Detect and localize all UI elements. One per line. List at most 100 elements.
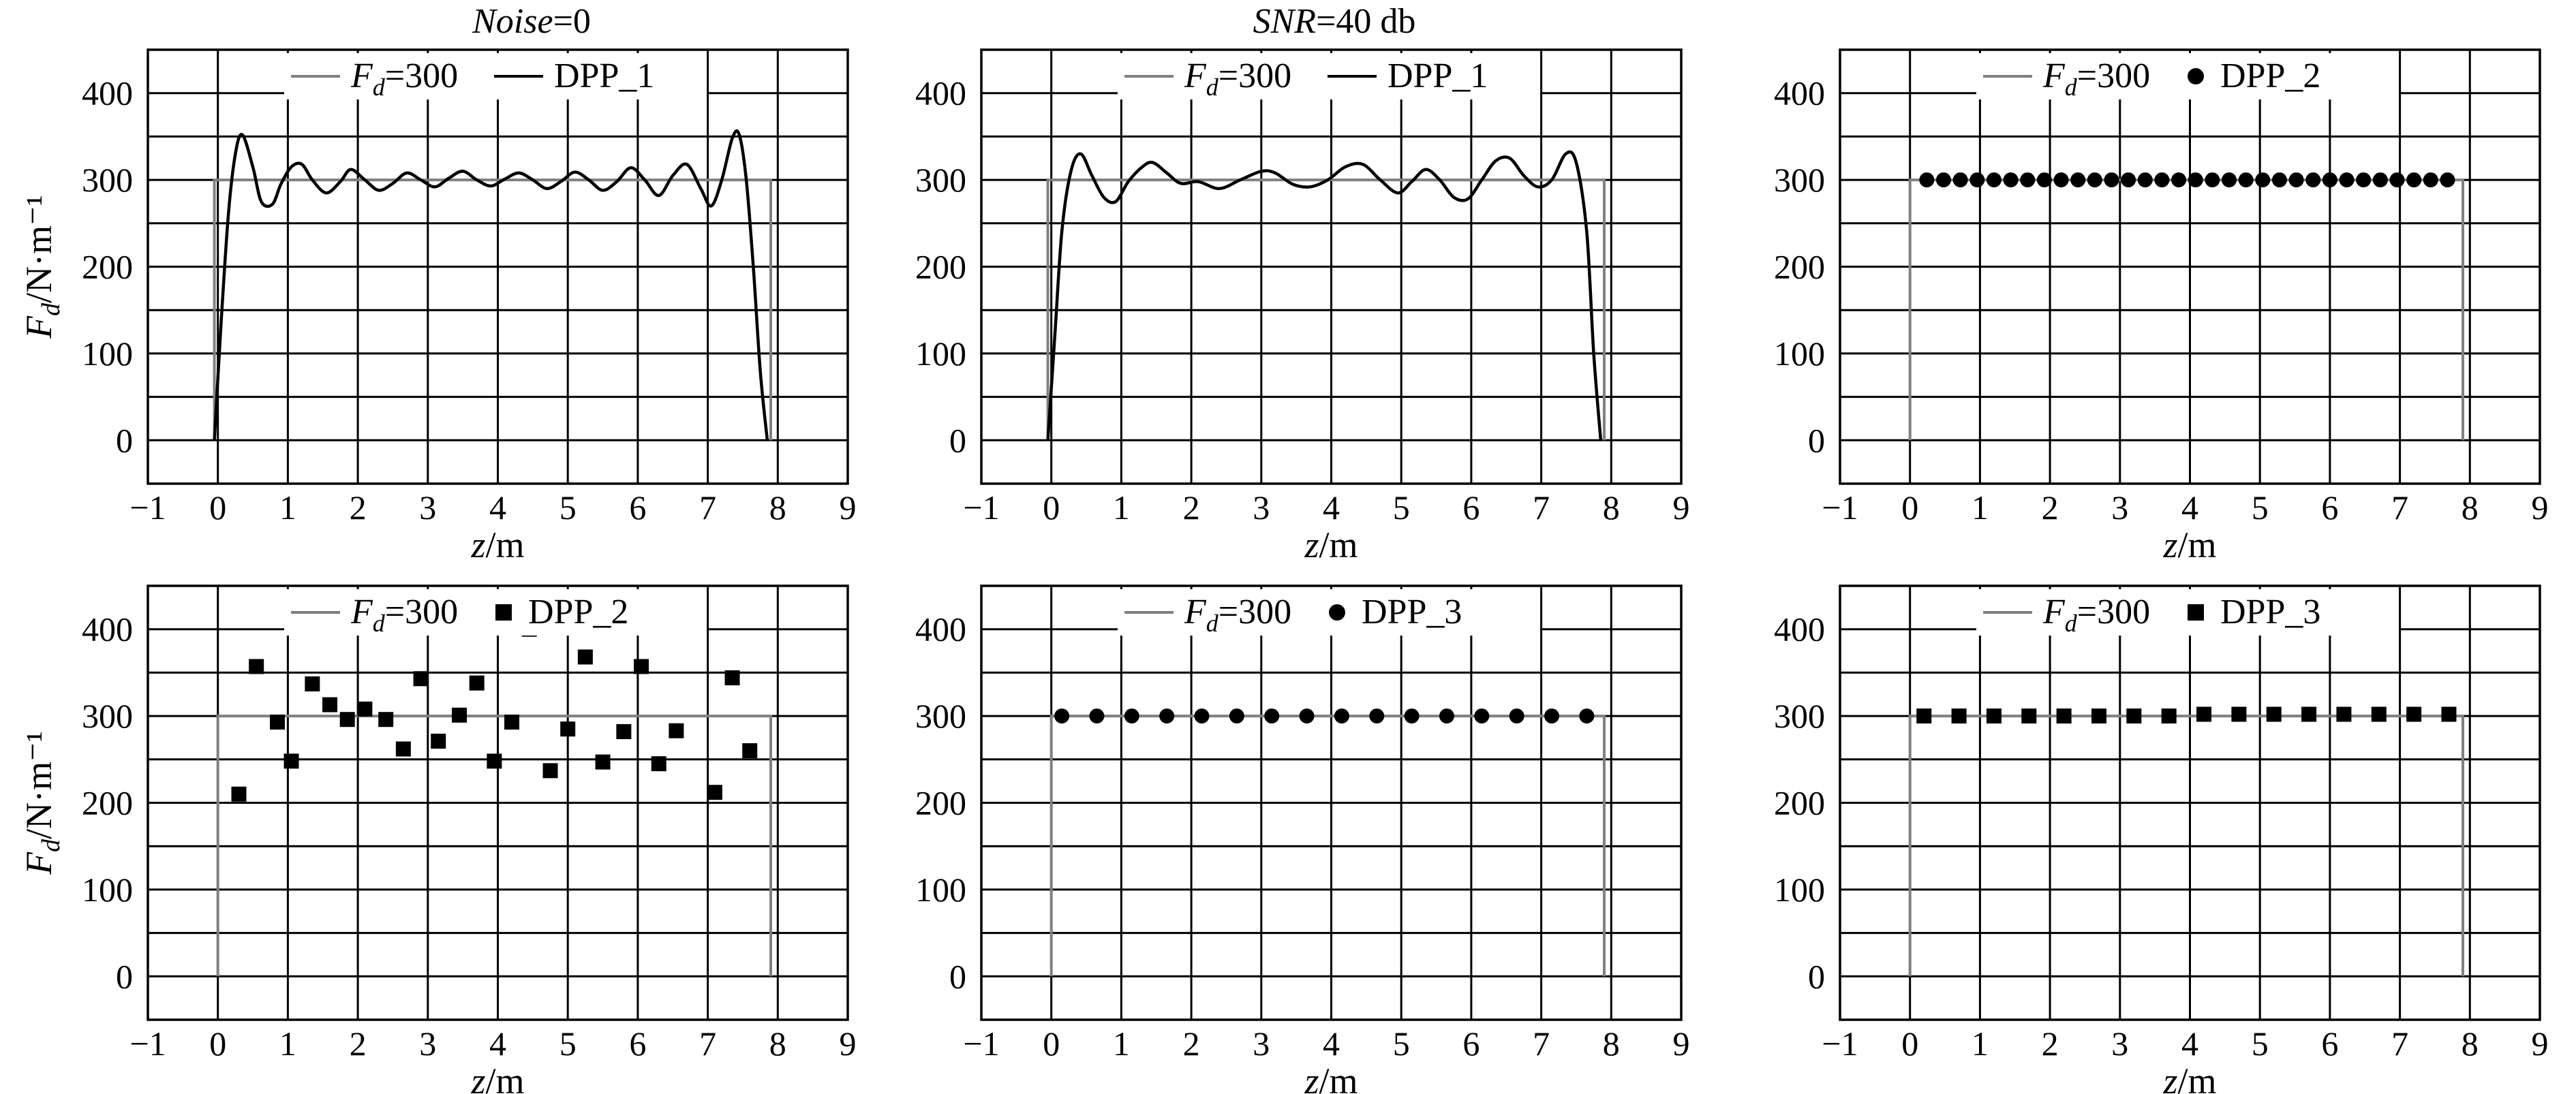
x-tick-label: 7: [1533, 488, 1550, 527]
chart-panel-bottom-right: −1 0 1 2 3 4 5 6 7 8 9 0 100 200 300 400 z/m Fd=300 DPP_3: [1774, 584, 2549, 1094]
data-point-circle: [2020, 172, 2036, 188]
x-tick-label: 5: [559, 488, 577, 527]
data-point-square: [2301, 706, 2317, 722]
data-point-square: [2126, 708, 2142, 724]
reference-line-fd-300: [216, 715, 772, 977]
y-tick-label: 300: [1774, 697, 1825, 735]
data-point-circle: [2255, 172, 2271, 188]
x-tick-label: 1: [1972, 488, 1989, 527]
x-tick-label: 5: [1393, 488, 1410, 527]
data-point-square: [487, 753, 502, 769]
data-point-circle: [2104, 172, 2119, 188]
series-line-dpp_1: [213, 129, 769, 441]
x-tick-label: 3: [419, 488, 436, 527]
x-tick-label: 1: [279, 488, 296, 527]
data-point-square: [577, 649, 593, 665]
plot-frame: [980, 584, 1683, 1021]
legend-label: Fd=300: [1184, 57, 1291, 101]
column-title-2: SNR=40 db: [1253, 2, 1416, 41]
y-tick-label: 200: [915, 248, 966, 286]
y-tick-label: 200: [82, 248, 133, 286]
data-point-circle: [1194, 708, 1210, 724]
data-point-square: [431, 734, 446, 749]
series-line-dpp_1: [1046, 150, 1603, 441]
data-point-circle: [1159, 708, 1175, 724]
reference-line-fd-300: [213, 178, 772, 441]
data-point-circle: [1439, 708, 1454, 724]
x-tick-label: 2: [2042, 488, 2059, 527]
x-tick-label: 5: [559, 1025, 577, 1063]
x-tick-label: 6: [1462, 1025, 1479, 1063]
y-tick-label: 0: [1808, 957, 1825, 995]
y-tick-label: 400: [915, 610, 966, 648]
x-tick-label: 5: [2252, 488, 2269, 527]
y-tick-label: 300: [82, 697, 133, 735]
data-point-circle: [2003, 172, 2019, 188]
x-tick-label: 8: [1603, 488, 1620, 527]
x-tick-label: −1: [1822, 1025, 1858, 1063]
y-tick-label: 400: [82, 74, 133, 112]
x-tick-label: 6: [629, 1025, 646, 1063]
data-point-square: [2371, 706, 2387, 722]
y-tick-label: 200: [1774, 784, 1825, 822]
legend-label: Fd=300: [2042, 57, 2150, 101]
y-tick-label: 300: [915, 697, 966, 735]
y-tick-label: 0: [949, 957, 966, 995]
data-point-circle: [2222, 172, 2237, 188]
y-tick-label: 300: [1774, 161, 1825, 199]
data-point-circle: [2372, 172, 2388, 188]
y-tick-label: 0: [116, 957, 133, 995]
data-point-circle: [1579, 708, 1595, 724]
x-tick-label: 0: [1901, 1025, 1918, 1063]
data-point-circle: [1334, 708, 1349, 724]
y-tick-label: 200: [915, 784, 966, 822]
x-tick-label: 2: [1183, 1025, 1200, 1063]
data-point-square: [231, 786, 247, 802]
plot-frame: [147, 48, 849, 485]
x-tick-label: 4: [1323, 1025, 1340, 1063]
column-title-1: Noise=0: [472, 2, 591, 41]
y-tick-label: 0: [949, 421, 966, 459]
x-tick-label: 3: [1253, 488, 1270, 527]
data-point-square: [724, 670, 740, 686]
y-tick-label: 200: [1774, 248, 1825, 286]
x-tick-label: 2: [350, 1025, 367, 1063]
y-axis-label: Fd/N·m⁻¹: [18, 731, 65, 875]
legend-label: DPP_3: [2220, 593, 2320, 631]
data-point-square: [2441, 706, 2457, 722]
y-tick-label: 100: [82, 334, 133, 373]
legend-label: DPP_1: [1387, 57, 1488, 95]
x-tick-label: 4: [489, 488, 506, 527]
x-axis-label: z/m: [2162, 1061, 2216, 1094]
x-tick-label: 8: [769, 488, 786, 527]
y-tick-label: 100: [915, 871, 966, 909]
data-point-circle: [2305, 172, 2321, 188]
data-point-square: [322, 697, 338, 713]
data-point-circle: [2288, 172, 2304, 188]
x-tick-label: −1: [129, 1025, 166, 1063]
x-tick-label: 2: [350, 488, 367, 527]
x-tick-label: 5: [1393, 1025, 1410, 1063]
legend-label: DPP_1: [554, 57, 654, 95]
x-tick-label: 6: [2321, 1025, 2338, 1063]
data-point-circle: [2171, 172, 2187, 188]
data-point-square: [1951, 708, 1967, 724]
data-point-square: [2091, 708, 2106, 724]
x-tick-label: −1: [963, 1025, 999, 1063]
data-point-square: [542, 763, 558, 779]
data-point-circle: [1299, 708, 1315, 724]
x-tick-label: 5: [2252, 1025, 2269, 1063]
data-point-circle: [1544, 708, 1560, 724]
x-tick-label: 0: [1901, 488, 1918, 527]
data-point-square: [1986, 708, 2002, 724]
chart-panel-top-right: −1 0 1 2 3 4 5 6 7 8 9 0 100 200 300 400 z/m Fd=300 DPP_2: [1774, 48, 2549, 565]
x-axis-label: z/m: [470, 525, 524, 565]
x-tick-label: 0: [209, 1025, 226, 1063]
x-tick-label: 8: [1603, 1025, 1620, 1063]
x-axis-label: z/m: [2162, 525, 2216, 565]
data-point-square: [2266, 706, 2282, 722]
data-point-circle: [2121, 172, 2136, 188]
x-tick-label: 3: [1253, 1025, 1270, 1063]
x-axis-label: z/m: [470, 1061, 524, 1094]
